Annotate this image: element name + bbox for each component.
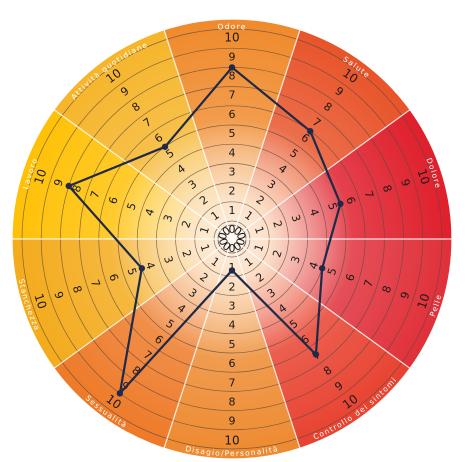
tick-label: 2 bbox=[229, 280, 236, 293]
category-label: Odore bbox=[217, 22, 247, 31]
tick-label: 4 bbox=[143, 260, 158, 271]
tick-label: 10 bbox=[31, 292, 49, 311]
tick-label: 1 bbox=[229, 204, 236, 217]
spoke-grid bbox=[12, 29, 452, 449]
tick-label: 0 bbox=[234, 231, 249, 242]
data-point-2 bbox=[337, 200, 344, 207]
tick-label: 5 bbox=[229, 338, 236, 351]
tick-label: 3 bbox=[288, 254, 303, 265]
tick-label: 9 bbox=[51, 290, 66, 301]
data-point-5 bbox=[228, 267, 236, 274]
data-point-6 bbox=[116, 390, 124, 397]
spoke-4 bbox=[231, 238, 411, 369]
tick-label: 3 bbox=[288, 213, 303, 224]
spoke-5 bbox=[231, 238, 301, 449]
spoke-2 bbox=[231, 109, 411, 240]
tick-label: 9 bbox=[51, 177, 66, 188]
tick-label: 1 bbox=[252, 225, 267, 236]
tick-label: 6 bbox=[343, 195, 358, 206]
tick-label: 5 bbox=[325, 201, 340, 212]
tick-label: 4 bbox=[229, 319, 236, 332]
tick-label: 9 bbox=[229, 415, 236, 428]
tick-label: 0 bbox=[216, 231, 231, 242]
tick-label: 5 bbox=[325, 266, 340, 277]
spoke-1 bbox=[231, 29, 301, 240]
tick-label: 6 bbox=[343, 272, 358, 283]
tick-label: 5 bbox=[124, 266, 139, 277]
tick-label: 8 bbox=[70, 284, 85, 295]
tick-label: 7 bbox=[361, 189, 376, 200]
tick-label: 10 bbox=[224, 433, 239, 447]
tick-label: 2 bbox=[270, 219, 285, 230]
tick-label: 6 bbox=[229, 357, 236, 370]
data-point-0 bbox=[228, 64, 236, 71]
tick-label: 10 bbox=[415, 292, 433, 311]
data-point-8 bbox=[65, 182, 72, 190]
tick-label: 2 bbox=[270, 248, 285, 259]
tick-label: 7 bbox=[88, 278, 103, 289]
tick-label: 8 bbox=[229, 70, 236, 83]
tick-label: 10 bbox=[415, 167, 433, 186]
spoke-9 bbox=[53, 109, 233, 240]
tick-label: 0 bbox=[216, 237, 231, 248]
tick-label: 7 bbox=[229, 376, 236, 389]
tick-label: 4 bbox=[143, 207, 158, 218]
tick-label: 7 bbox=[361, 278, 376, 289]
tick-label: 10 bbox=[224, 31, 239, 45]
spoke-6 bbox=[163, 238, 233, 449]
tick-label: 2 bbox=[179, 219, 194, 230]
tick-label: 8 bbox=[70, 183, 85, 194]
tick-label: 5 bbox=[124, 201, 139, 212]
tick-label: 10 bbox=[31, 167, 49, 186]
tick-label: 7 bbox=[229, 89, 236, 102]
tick-label: 1 bbox=[198, 225, 213, 236]
tick-label: 4 bbox=[307, 260, 322, 271]
tick-label: 7 bbox=[88, 189, 103, 200]
data-point-1 bbox=[307, 128, 314, 135]
spoke-7 bbox=[53, 238, 233, 369]
tick-label: 6 bbox=[106, 195, 121, 206]
tick-label: 4 bbox=[229, 146, 236, 159]
tick-label: 3 bbox=[229, 300, 236, 313]
tick-label: 1 bbox=[252, 243, 267, 254]
tick-label: 0 bbox=[229, 242, 236, 255]
tick-label: 5 bbox=[229, 127, 236, 140]
tick-label: 1 bbox=[198, 243, 213, 254]
series-layer bbox=[65, 64, 344, 397]
spoke-0 bbox=[163, 29, 233, 240]
tick-label: 8 bbox=[380, 284, 395, 295]
tick-label: 0 bbox=[234, 237, 249, 248]
tick-label: 9 bbox=[398, 177, 413, 188]
data-point-4 bbox=[312, 351, 320, 358]
tick-label: 4 bbox=[307, 207, 322, 218]
data-point-9 bbox=[161, 143, 169, 150]
tick-label: 8 bbox=[229, 396, 236, 409]
data-point-3 bbox=[318, 265, 326, 272]
data-point-7 bbox=[138, 265, 146, 272]
tick-label: 9 bbox=[398, 290, 413, 301]
tick-label: 6 bbox=[106, 272, 121, 283]
tick-label: 3 bbox=[229, 166, 236, 179]
tick-label: 3 bbox=[161, 213, 176, 224]
tick-label: 2 bbox=[179, 248, 194, 259]
tick-label: 6 bbox=[229, 108, 236, 121]
tick-label: 2 bbox=[229, 185, 236, 198]
tick-label: 8 bbox=[380, 183, 395, 194]
tick-label: 3 bbox=[161, 254, 176, 265]
tick-label: 0 bbox=[229, 223, 236, 236]
tick-label: 9 bbox=[229, 50, 236, 63]
